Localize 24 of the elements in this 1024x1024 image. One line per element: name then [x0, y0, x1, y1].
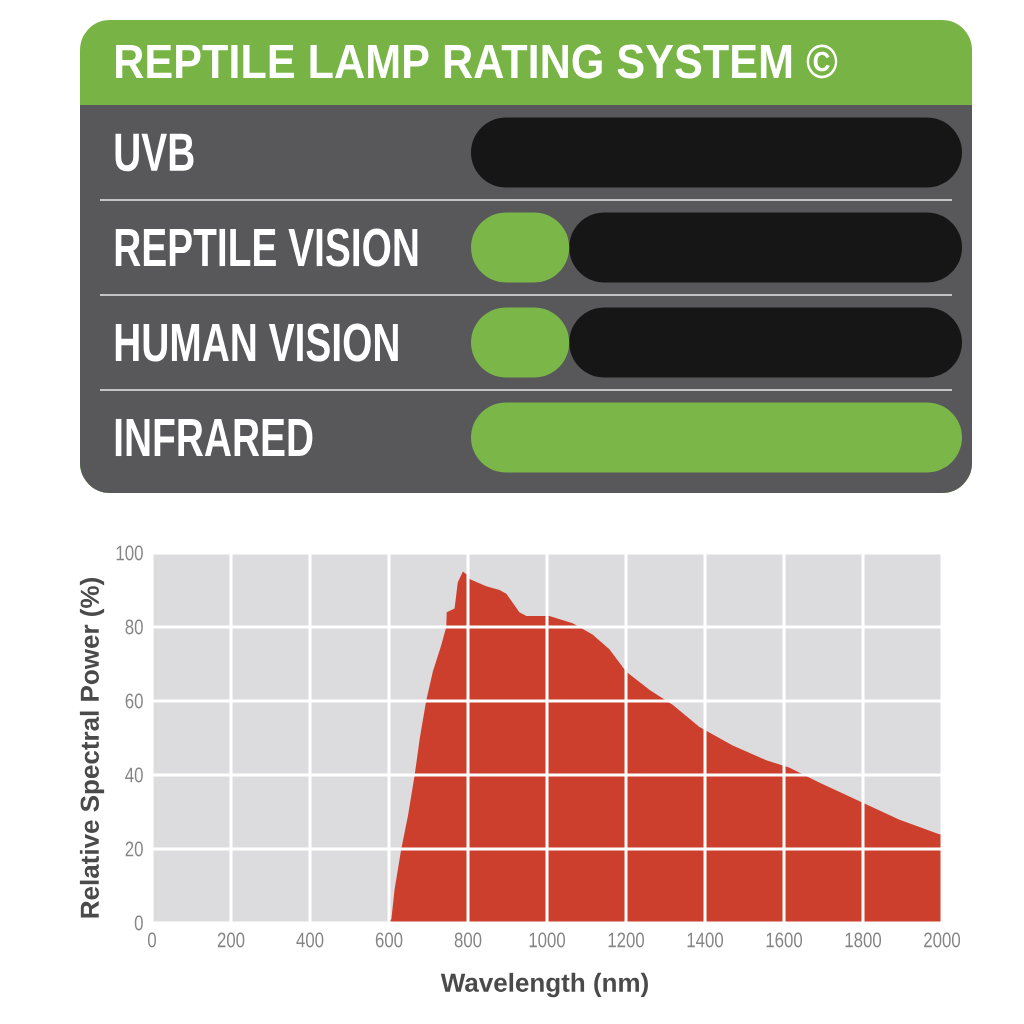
y-tick-label: UVB: [115, 133, 194, 172]
x-tick-label: 2000: [924, 932, 961, 948]
x-tick-label: 800: [454, 932, 482, 948]
chart-title: REPTILE LAMP RATING SYSTEM ©: [116, 44, 838, 79]
x-tick-label: 1000: [529, 932, 566, 948]
x-axis-title: Wavelength (nm): [440, 972, 648, 998]
y-tick-label: 40: [125, 767, 143, 783]
y-tick-label: 80: [125, 619, 143, 635]
y-axis-title: Relative Spectral Power (%): [79, 578, 105, 918]
y-tick-label: REPTILE VISION: [115, 228, 418, 267]
y-tick-label: 20: [125, 841, 143, 857]
y-tick-label: 100: [116, 545, 143, 561]
y-tick-label: 0: [134, 915, 143, 931]
x-tick-label: 0: [147, 932, 157, 948]
y-tick-label: 60: [125, 693, 143, 709]
x-tick-label: 400: [296, 932, 324, 948]
x-tick-label: 1600: [766, 932, 803, 948]
x-tick-label: 1400: [687, 932, 724, 948]
x-tick-label: 1200: [608, 932, 645, 948]
y-tick-label: HUMAN VISION: [115, 323, 398, 362]
x-tick-label: 600: [375, 932, 403, 948]
y-tick-label: INFRARED: [115, 418, 313, 457]
x-tick-label: 200: [217, 932, 245, 948]
x-tick-label: 1800: [845, 932, 882, 948]
